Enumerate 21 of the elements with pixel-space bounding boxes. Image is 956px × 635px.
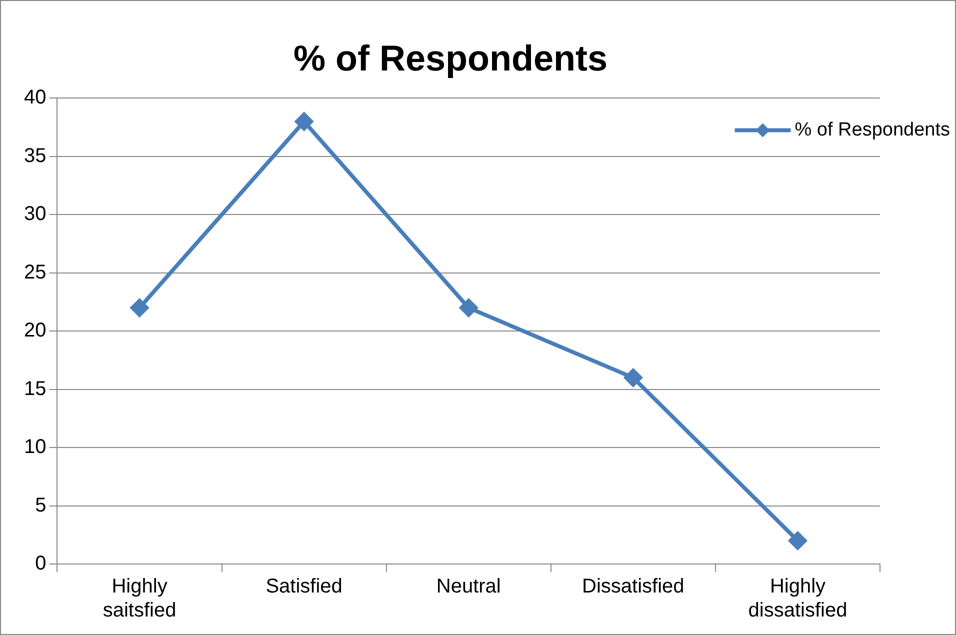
point bbox=[624, 368, 642, 387]
point bbox=[460, 298, 478, 317]
x-tick-label: Satisfied bbox=[266, 576, 342, 598]
y-tick-label: 5 bbox=[35, 494, 46, 516]
x-tick-label: Highly dissatisfied bbox=[748, 576, 848, 622]
x-tick-label: Highly saitsfied bbox=[102, 576, 176, 622]
x-tick-label: Dissatisfied bbox=[582, 576, 684, 598]
point bbox=[295, 112, 314, 130]
x-tick-label: Neutral bbox=[436, 576, 501, 598]
y-tick-label: 0 bbox=[35, 552, 46, 575]
y-tick-label: 10 bbox=[24, 436, 46, 458]
y-tick-label: 40 bbox=[24, 86, 46, 109]
point bbox=[130, 298, 149, 317]
y-tick-label: 35 bbox=[24, 144, 46, 167]
y-tick-label: 15 bbox=[24, 378, 46, 400]
y-tick-label: 25 bbox=[24, 261, 46, 284]
legend-label: % of Respondents bbox=[794, 119, 950, 140]
chart-title: % of Respondents bbox=[293, 38, 608, 79]
y-tick-label: 30 bbox=[24, 203, 46, 226]
y-tick-label: 20 bbox=[24, 320, 46, 342]
point bbox=[788, 532, 807, 550]
